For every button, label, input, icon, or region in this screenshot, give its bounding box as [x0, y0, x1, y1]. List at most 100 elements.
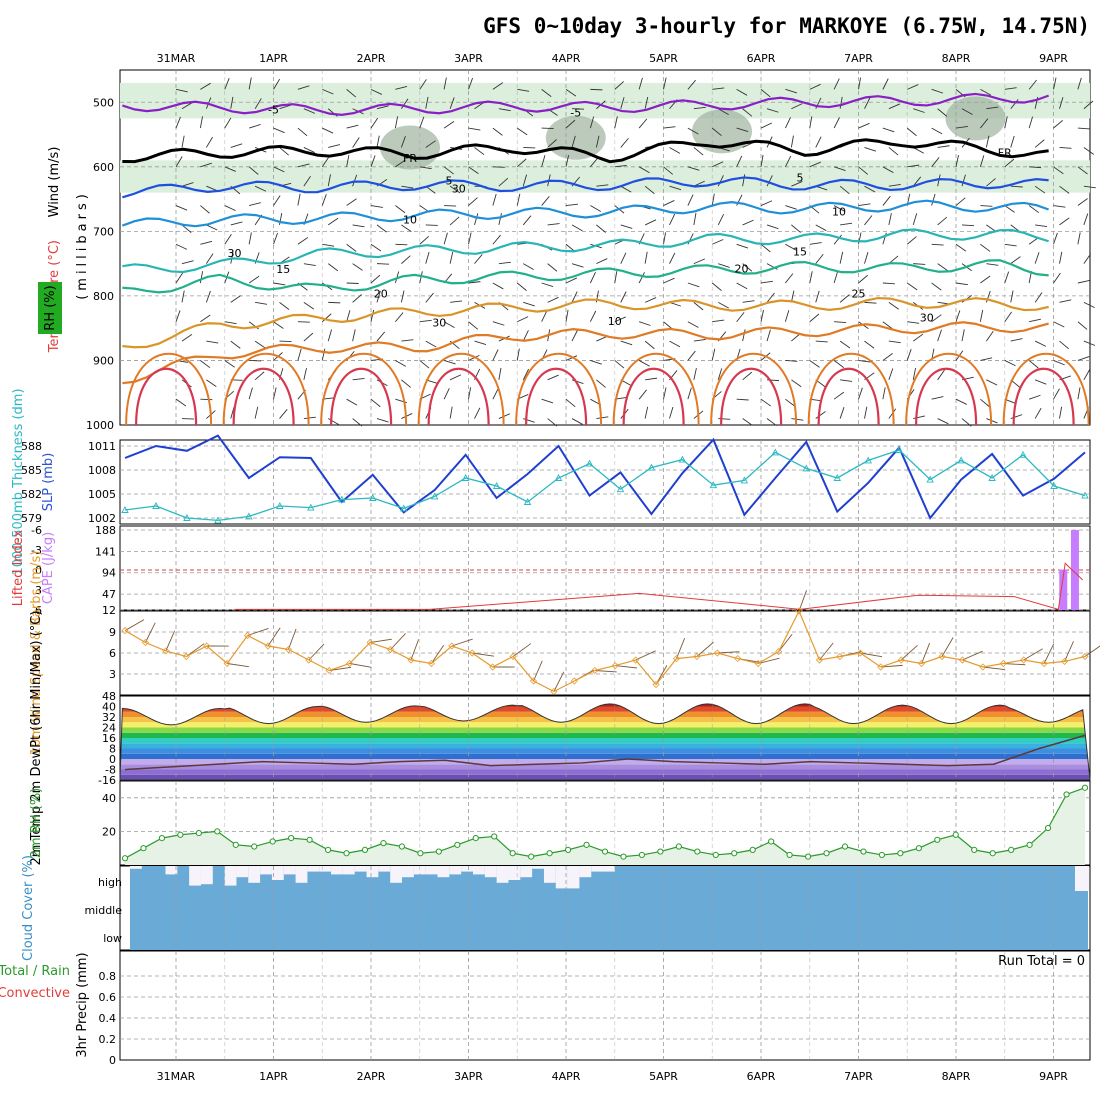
- isotherm-30: [122, 321, 1049, 385]
- precip-panel: 0 0.2 0.4 0.6 0.8 Total / Rain Convective 3h…: [0, 950, 1091, 1067]
- rh-contour-label: 30: [452, 183, 466, 196]
- wind-barb: [736, 243, 749, 249]
- wind-barb: [376, 263, 390, 265]
- wind10m-barb: [329, 666, 352, 671]
- wind-barb: [687, 350, 696, 361]
- isotherm-label: 15: [793, 246, 807, 259]
- wind-barb: [864, 215, 873, 226]
- wind-barb: [565, 355, 578, 361]
- wind10m-marker: [243, 631, 252, 640]
- temperature-tick: 16: [102, 732, 116, 745]
- wind-barb: [370, 309, 375, 322]
- wind-barb: [492, 193, 497, 206]
- thickness-marker: [864, 456, 872, 464]
- wind-barb: [1028, 79, 1037, 90]
- wind-barb: [175, 310, 181, 322]
- lifted-index-tick: -3: [31, 544, 42, 557]
- thickness-marker: [121, 506, 129, 513]
- wind-barb: [249, 360, 262, 362]
- wind-barb: [444, 205, 457, 207]
- rh2m-marker: [841, 843, 849, 850]
- bottom-date-label: 31MAR: [157, 1070, 196, 1083]
- wind-barb: [784, 155, 792, 168]
- wind-barb: [328, 418, 339, 425]
- wind-barb: [200, 398, 213, 401]
- wind-barb: [547, 139, 557, 148]
- rh2m-tick: 20: [102, 825, 116, 838]
- wind-barb: [523, 301, 535, 307]
- wind10m-barb: [247, 627, 269, 636]
- wind-barb: [1083, 301, 1095, 309]
- wind-barb: [248, 166, 259, 175]
- wind-barb: [1004, 243, 1017, 247]
- wind10m-barb: [921, 642, 931, 664]
- wind-barb: [370, 205, 383, 208]
- wind-barb: [596, 258, 608, 265]
- wind10m-marker: [672, 655, 681, 663]
- wind10m-barb: [1084, 645, 1100, 657]
- wind10m-tick: 6: [109, 647, 116, 660]
- isotherm-label: 25: [852, 288, 866, 301]
- wind10m-barb: [819, 642, 834, 661]
- wind-barb: [937, 329, 942, 342]
- wind-barb: [833, 234, 842, 245]
- wind-barb: [687, 321, 699, 328]
- wind10m-marker: [958, 656, 967, 664]
- rh2m-marker: [952, 831, 959, 838]
- wind-barb: [907, 84, 919, 90]
- wind-barb: [937, 174, 941, 187]
- top-date-label: 31MAR: [157, 52, 196, 65]
- wind-barb: [1029, 166, 1042, 169]
- wind-barb: [297, 127, 308, 137]
- wind10m-marker: [652, 680, 660, 689]
- precip-tick: 0: [109, 1054, 116, 1067]
- wind-barb: [663, 126, 676, 129]
- wind10m-barb: [431, 645, 445, 664]
- wind-barb: [906, 236, 917, 245]
- rh2m-marker: [1044, 824, 1052, 832]
- wind-barb: [669, 213, 676, 226]
- temperature-tick: -8: [105, 764, 116, 777]
- wind-barb: [1059, 97, 1064, 109]
- wind-barb: [547, 418, 558, 427]
- top-date-label: 8APR: [942, 52, 971, 65]
- wind-barb: [468, 387, 472, 400]
- wind-barb: [815, 340, 828, 343]
- top-date-label: 2APR: [357, 52, 386, 65]
- wind-barb: [663, 200, 675, 206]
- wind-barb: [888, 103, 901, 110]
- thickness-marker: [833, 474, 842, 481]
- thickness-marker: [276, 502, 284, 509]
- thickness-marker: [1019, 450, 1027, 458]
- temperature-tick: -16: [98, 774, 116, 787]
- wind-barb: [785, 205, 797, 210]
- high-cloud-gap: [413, 866, 426, 875]
- wind-barb: [663, 77, 667, 90]
- wind10m-barb: [553, 671, 565, 692]
- slp-line: [124, 434, 1086, 520]
- thickness-marker: [214, 516, 222, 524]
- wind10m-axis-label: 10m Wind Speed & Barbs (m/s): [29, 551, 44, 756]
- wind-barb: [425, 251, 430, 264]
- high-cloud-gap: [189, 866, 201, 886]
- wind-barb: [1083, 369, 1091, 381]
- wind-barb: [1010, 338, 1023, 342]
- wind-barb: [809, 271, 813, 284]
- rh2m-marker: [232, 841, 239, 848]
- bottom-date-label: 2APR: [357, 1070, 386, 1083]
- wind-barb: [571, 418, 583, 425]
- wind-barb: [395, 159, 406, 168]
- high-cloud-gap: [260, 866, 272, 875]
- wind-barb: [322, 88, 334, 95]
- wind10m-marker: [754, 659, 762, 668]
- thickness-marker: [554, 474, 563, 481]
- thickness-marker: [926, 475, 934, 483]
- wind-barb: [888, 184, 901, 187]
- wind-barb: [937, 108, 948, 117]
- wind10m-marker: [427, 659, 435, 668]
- high-cloud-gap: [307, 866, 320, 872]
- rh2m-marker: [989, 850, 996, 857]
- high-cloud-gap: [236, 866, 249, 878]
- wind10m-marker: [877, 663, 885, 671]
